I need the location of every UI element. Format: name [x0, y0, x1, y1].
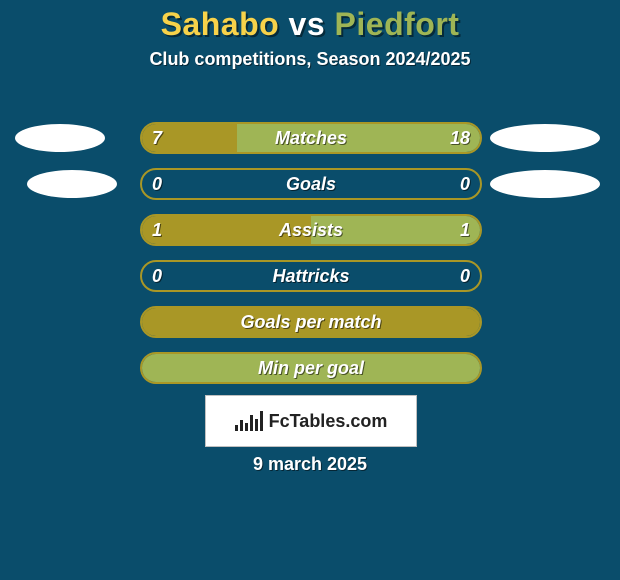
stat-label: Hattricks [142, 262, 480, 290]
stat-value-right: 18 [450, 124, 470, 152]
team-right-icon [490, 170, 600, 198]
player-left-name: Sahabo [161, 6, 280, 42]
stat-bar: Min per goal [140, 352, 482, 384]
stat-row-min-per-goal: Min per goal [0, 352, 620, 386]
brand-box: FcTables.com [205, 395, 417, 447]
brand-text: FcTables.com [269, 411, 388, 432]
stat-fill-right [142, 354, 480, 382]
team-left-icon [15, 124, 105, 152]
stat-row-goals-per-match: Goals per match [0, 306, 620, 340]
stat-bar: Goals per match [140, 306, 482, 338]
team-left-icon [27, 170, 117, 198]
stat-bar: Assists11 [140, 214, 482, 246]
team-right-icon [490, 124, 600, 152]
stat-fill-right [237, 124, 480, 152]
stat-value-left: 7 [152, 124, 162, 152]
stat-value-left: 1 [152, 216, 162, 244]
stat-value-right: 0 [460, 170, 470, 198]
page-title: Sahabo vs Piedfort [0, 0, 620, 43]
stat-bar: Hattricks0 0 [140, 260, 482, 292]
stat-fill-left [142, 216, 311, 244]
stat-fill-left [142, 308, 480, 336]
vs-word: vs [289, 6, 326, 42]
stat-value-left: 0 [152, 262, 162, 290]
stat-row-assists: Assists11 [0, 214, 620, 248]
stat-value-right: 0 [460, 262, 470, 290]
stat-row-goals: Goals0 0 [0, 168, 620, 202]
subtitle: Club competitions, Season 2024/2025 [0, 49, 620, 70]
stat-bar: Goals0 0 [140, 168, 482, 200]
stat-value-left: 0 [152, 170, 162, 198]
stat-bar: Matches718 [140, 122, 482, 154]
player-right-name: Piedfort [335, 6, 460, 42]
brand-bars-icon [235, 411, 263, 431]
stat-fill-right [311, 216, 480, 244]
stat-row-matches: Matches718 [0, 122, 620, 156]
stat-label: Goals [142, 170, 480, 198]
stat-value-right: 1 [460, 216, 470, 244]
stat-row-hattricks: Hattricks0 0 [0, 260, 620, 294]
date-line: 9 march 2025 [0, 454, 620, 475]
